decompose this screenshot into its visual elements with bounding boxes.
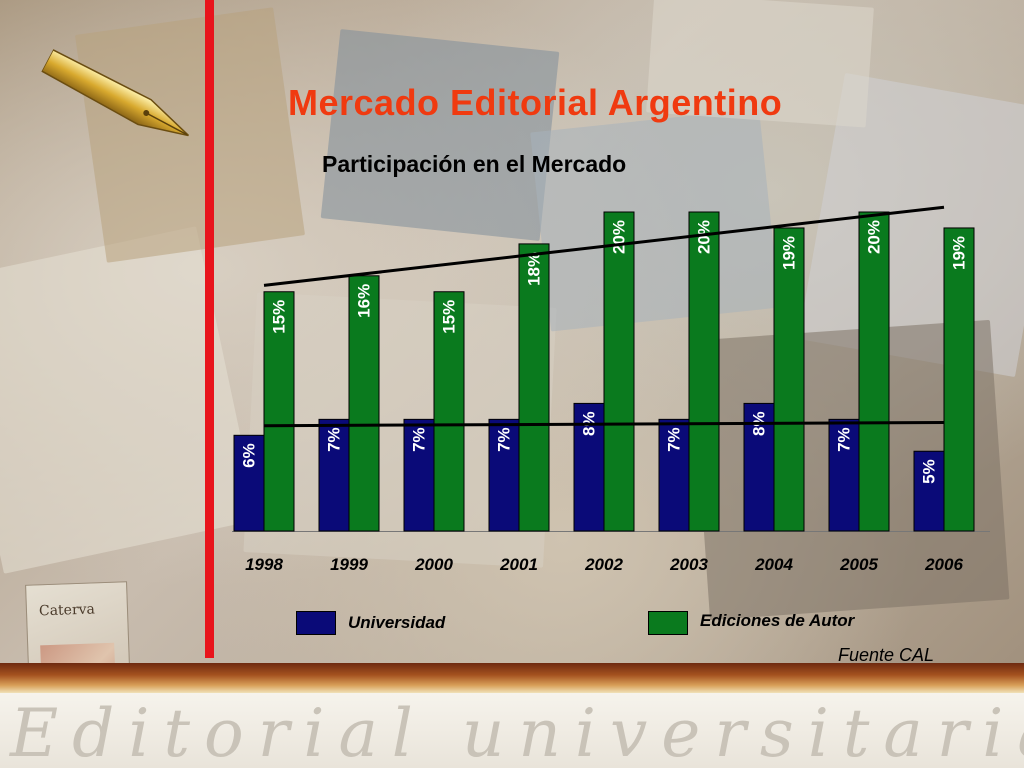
bar-ediciones-2001	[518, 243, 550, 532]
bar-ediciones-2003	[688, 211, 720, 532]
book-title: Caterva	[38, 601, 96, 620]
data-label-universidad-2006: 5%	[920, 459, 939, 484]
bar-ediciones-2002	[603, 211, 635, 532]
data-label-ediciones-1999: 16%	[355, 284, 374, 318]
bar-universidad-2005	[828, 418, 860, 532]
chart-title: Participación en el Mercado	[322, 151, 627, 177]
bar-ediciones-2005	[858, 211, 890, 532]
trendline-ediciones	[263, 205, 945, 287]
data-label-ediciones-2001: 18%	[525, 252, 544, 286]
x-tick-label-1999: 1999	[330, 555, 368, 574]
bar-ediciones-2000	[433, 291, 465, 532]
bar-ediciones-2004	[773, 227, 805, 532]
x-tick-label-2006: 2006	[924, 555, 963, 574]
data-label-ediciones-2004: 19%	[780, 236, 799, 270]
bar-universidad-2001	[488, 418, 520, 532]
x-tick-label-2003: 2003	[669, 555, 708, 574]
data-label-ediciones-2006: 19%	[950, 236, 969, 270]
bar-universidad-2003	[658, 418, 690, 532]
bar-ediciones-1999	[348, 275, 380, 532]
data-label-universidad-1998: 6%	[240, 443, 259, 468]
legend-swatch-ediciones	[648, 611, 688, 635]
bar-universidad-1998	[233, 434, 265, 532]
data-label-universidad-2003: 7%	[665, 427, 684, 452]
data-label-universidad-2005: 7%	[835, 427, 854, 452]
footer-watermark: Editorial universitaria	[10, 695, 1024, 768]
fountain-pen-icon	[40, 48, 192, 137]
data-label-ediciones-1998: 15%	[270, 300, 289, 334]
bar-universidad-2006	[913, 450, 945, 532]
x-tick-label-2001: 2001	[499, 555, 538, 574]
page-title: Mercado Editorial Argentino	[288, 82, 783, 123]
x-tick-label-2005: 2005	[839, 555, 878, 574]
footer: Editorial universitaria	[0, 693, 1024, 768]
legend-swatch-universidad	[296, 611, 336, 635]
data-label-universidad-2000: 7%	[410, 427, 429, 452]
bar-ediciones-2006	[943, 227, 975, 532]
source-note: Fuente CAL	[838, 645, 935, 665]
data-label-ediciones-2003: 20%	[695, 220, 714, 254]
data-label-universidad-2001: 7%	[495, 427, 514, 452]
trendline-universidad	[263, 421, 945, 428]
data-label-ediciones-2000: 15%	[440, 300, 459, 334]
x-tick-label-2002: 2002	[584, 555, 623, 574]
data-label-ediciones-2002: 20%	[610, 220, 629, 254]
data-label-ediciones-2005: 20%	[865, 220, 884, 254]
bar-universidad-1999	[318, 418, 350, 532]
x-tick-label-2004: 2004	[754, 555, 793, 574]
x-tick-label-2000: 2000	[414, 555, 453, 574]
decorative-stripe	[0, 663, 1024, 693]
x-tick-label-1998: 1998	[245, 555, 283, 574]
legend-label-ediciones: Ediciones de Autor	[700, 611, 855, 630]
data-label-universidad-1999: 7%	[325, 427, 344, 452]
bar-ediciones-1998	[263, 291, 295, 532]
legend-label-universidad: Universidad	[348, 613, 446, 632]
accent-vertical-line	[205, 0, 214, 658]
